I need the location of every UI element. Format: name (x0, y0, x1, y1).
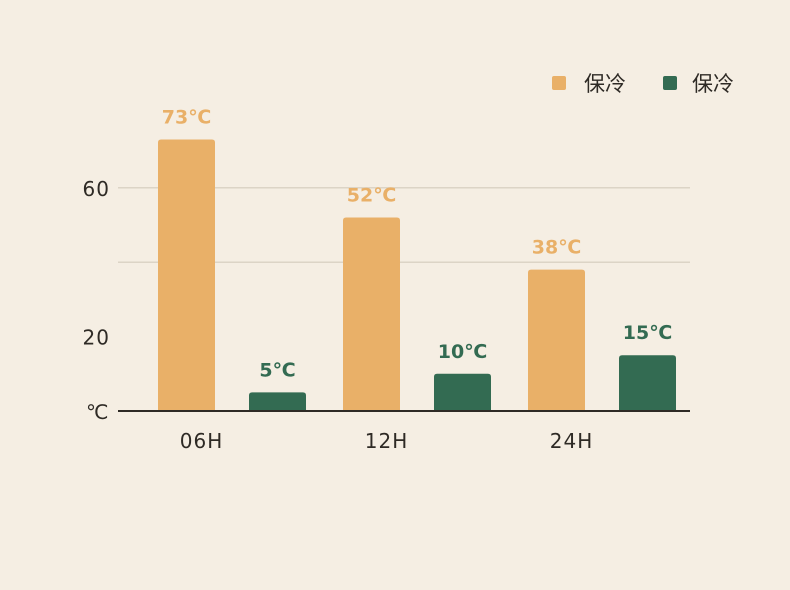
x-axis: 06H 12H 24H (180, 429, 594, 453)
legend-swatch-series-2 (663, 76, 677, 90)
x-tick-label: 12H (365, 429, 409, 453)
data-label: 73℃ (162, 106, 211, 128)
legend-label-series-1: 保冷 (584, 72, 626, 96)
data-label: 10℃ (438, 341, 487, 363)
data-labels: 73℃ 5℃ 52℃ 10℃ 38℃ 15℃ (162, 106, 672, 381)
legend-swatch-series-1 (552, 76, 566, 90)
bars (158, 139, 676, 411)
bar-12h-series-1 (343, 217, 400, 411)
data-label: 5℃ (259, 359, 295, 381)
y-axis: ℃ 60 20 (83, 177, 110, 424)
x-tick-label: 06H (180, 429, 224, 453)
data-label: 52℃ (347, 185, 396, 207)
bar-24h-series-1 (528, 269, 585, 411)
y-tick-label: 20 (83, 326, 110, 350)
x-tick-label: 24H (550, 429, 594, 453)
bar-06h-series-2 (249, 392, 306, 411)
bar-12h-series-2 (434, 373, 491, 411)
y-tick-label: 60 (83, 177, 110, 201)
legend: 保冷 保冷 (552, 72, 734, 96)
data-label: 15℃ (623, 322, 672, 344)
y-unit-label: ℃ (86, 400, 109, 424)
bar-06h-series-1 (158, 139, 215, 411)
bar-24h-series-2 (619, 355, 676, 411)
legend-label-series-2: 保冷 (692, 72, 734, 96)
data-label: 38℃ (532, 237, 581, 259)
